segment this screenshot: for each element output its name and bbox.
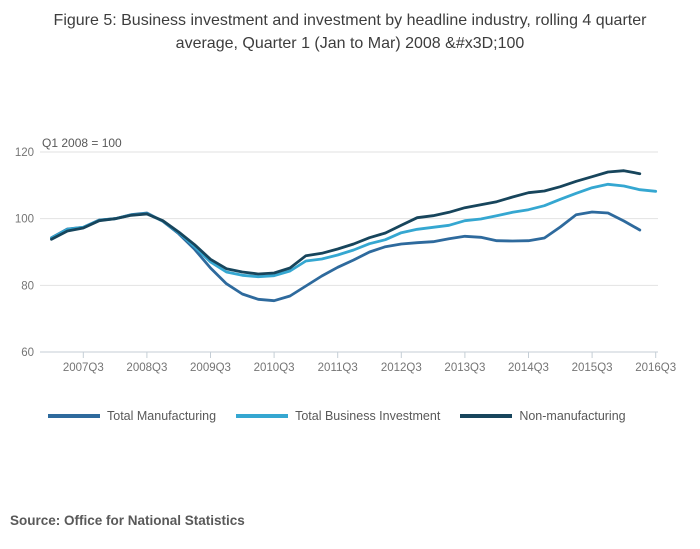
legend-label: Non-manufacturing xyxy=(519,409,626,423)
x-tick-label-2012Q3: 2012Q3 xyxy=(381,362,422,374)
x-tick-label-2015Q3: 2015Q3 xyxy=(572,362,613,374)
x-tick-label-2013Q3: 2013Q3 xyxy=(444,362,485,374)
x-tick-label-2010Q3: 2010Q3 xyxy=(254,362,295,374)
legend-label: Total Business Investment xyxy=(295,409,441,423)
y-tick-label-100: 100 xyxy=(15,214,34,226)
x-tick-label-2008Q3: 2008Q3 xyxy=(126,362,167,374)
legend: Total Manufacturing Total Business Invest… xyxy=(48,404,626,428)
series-line-non-manufacturing xyxy=(50,169,642,276)
legend-item-total-business-investment[interactable]: Total Business Investment xyxy=(236,409,440,423)
chart-title: Figure 5: Business investment and invest… xyxy=(53,12,647,53)
x-tick-label-2016Q3: 2016Q3 xyxy=(635,362,676,374)
source-text: Source: Office for National Statistics xyxy=(10,513,245,528)
x-tick-label-2007Q3: 2007Q3 xyxy=(63,362,104,374)
legend-label: Total Manufacturing xyxy=(107,409,217,423)
x-tick-label-2011Q3: 2011Q3 xyxy=(318,362,358,374)
annotation-index-base: Q1 2008 = 100 xyxy=(42,136,122,150)
y-tick-label-60: 60 xyxy=(21,347,34,359)
legend-line-swatch xyxy=(460,414,513,418)
series-line-total-business-investment xyxy=(50,182,658,279)
y-tick-label-80: 80 xyxy=(21,280,34,292)
legend-line-swatch xyxy=(48,414,100,418)
legend-line-swatch xyxy=(236,414,289,418)
legend-item-total-manufacturing[interactable]: Total Manufacturing xyxy=(48,409,216,423)
y-tick-label-120: 120 xyxy=(15,147,34,159)
x-tick-label-2014Q3: 2014Q3 xyxy=(508,362,549,374)
series-line-total-manufacturing xyxy=(50,210,642,303)
x-tick-label-2009Q3: 2009Q3 xyxy=(190,362,231,374)
legend-item-non-manufacturing[interactable]: Non-manufacturing xyxy=(460,409,626,423)
